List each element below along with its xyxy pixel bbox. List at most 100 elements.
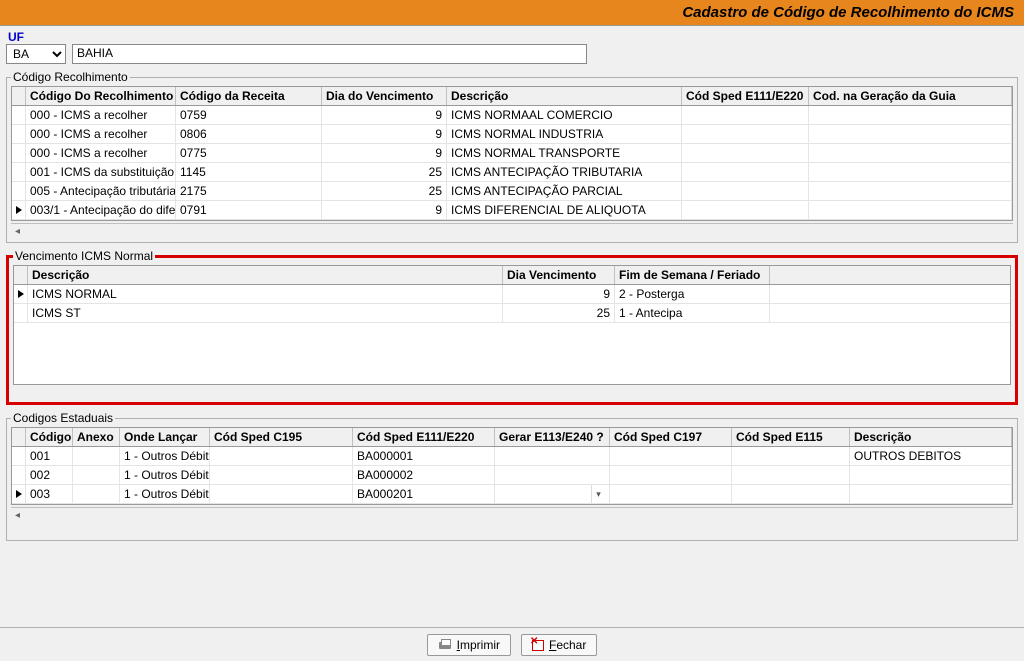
- close-button[interactable]: Fechar: [521, 634, 597, 656]
- cell[interactable]: 003: [26, 485, 73, 503]
- col-header[interactable]: Cód Sped E115: [732, 428, 850, 446]
- col-header[interactable]: Anexo: [73, 428, 120, 446]
- table-row[interactable]: 001 1 - Outros Débit BA000001 OUTROS DEBITO…: [12, 447, 1012, 466]
- cell[interactable]: 25: [322, 182, 447, 200]
- cell[interactable]: 001 - ICMS da substituição trib: [26, 163, 176, 181]
- cell[interactable]: 9: [503, 285, 615, 303]
- col-header[interactable]: Código: [26, 428, 73, 446]
- cell[interactable]: [850, 485, 1012, 503]
- cell[interactable]: [73, 485, 120, 503]
- table-row[interactable]: ICMS ST251 - Antecipa: [14, 304, 1010, 323]
- col-header[interactable]: Descrição: [28, 266, 503, 284]
- uf-select[interactable]: BA: [6, 44, 66, 64]
- cell[interactable]: 000 - ICMS a recolher: [26, 106, 176, 124]
- cell[interactable]: 0806: [176, 125, 322, 143]
- cell[interactable]: [610, 485, 732, 503]
- grid-codigos-estaduais[interactable]: Código Anexo Onde Lançar Cód Sped C195 C…: [11, 427, 1013, 505]
- chevron-down-icon[interactable]: ▾: [591, 485, 605, 503]
- cell[interactable]: [850, 466, 1012, 484]
- cell[interactable]: 2175: [176, 182, 322, 200]
- cell[interactable]: 9: [322, 144, 447, 162]
- col-header[interactable]: Código Do Recolhimento: [26, 87, 176, 105]
- cell[interactable]: OUTROS DEBITOS: [850, 447, 1012, 465]
- cell[interactable]: [73, 447, 120, 465]
- cell[interactable]: [732, 466, 850, 484]
- cell[interactable]: 000 - ICMS a recolher: [26, 125, 176, 143]
- scroll-indicator[interactable]: ◂: [11, 507, 1013, 523]
- table-row[interactable]: 003/1 - Antecipação do difere07919ICMS D…: [12, 201, 1012, 220]
- cell[interactable]: 9: [322, 201, 447, 219]
- cell[interactable]: [682, 125, 809, 143]
- cell[interactable]: 0791: [176, 201, 322, 219]
- cell[interactable]: 1145: [176, 163, 322, 181]
- cell[interactable]: 9: [322, 106, 447, 124]
- col-header[interactable]: Cód Sped C195: [210, 428, 353, 446]
- cell[interactable]: ICMS ANTECIPAÇÃO PARCIAL: [447, 182, 682, 200]
- cell[interactable]: [809, 125, 1012, 143]
- cell[interactable]: 1 - Antecipa: [615, 304, 770, 322]
- col-header[interactable]: Cod. na Geração da Guia: [809, 87, 1012, 105]
- cell-dropdown[interactable]: [495, 466, 610, 484]
- print-button[interactable]: Imprimir: [427, 634, 511, 656]
- cell[interactable]: 001: [26, 447, 73, 465]
- table-row[interactable]: 000 - ICMS a recolher08069ICMS NORMAL IN…: [12, 125, 1012, 144]
- col-header[interactable]: Descrição: [447, 87, 682, 105]
- cell[interactable]: ICMS NORMAAL COMERCIO: [447, 106, 682, 124]
- cell[interactable]: ICMS ANTECIPAÇÃO TRIBUTARIA: [447, 163, 682, 181]
- cell[interactable]: ICMS NORMAL TRANSPORTE: [447, 144, 682, 162]
- col-header[interactable]: Descrição: [850, 428, 1012, 446]
- cell[interactable]: 1 - Outros Débit: [120, 485, 210, 503]
- col-header[interactable]: Cód Sped E111/E220: [353, 428, 495, 446]
- table-row[interactable]: ICMS NORMAL92 - Posterga: [14, 285, 1010, 304]
- grid-codigo-recolhimento[interactable]: Código Do Recolhimento Código da Receita…: [11, 86, 1013, 221]
- table-row[interactable]: 002 1 - Outros Débit BA000002: [12, 466, 1012, 485]
- cell[interactable]: 2 - Posterga: [615, 285, 770, 303]
- col-header[interactable]: Fim de Semana / Feriado: [615, 266, 770, 284]
- cell[interactable]: [809, 106, 1012, 124]
- col-header[interactable]: Cód Sped E111/E220: [682, 87, 809, 105]
- cell[interactable]: [809, 163, 1012, 181]
- cell[interactable]: ICMS NORMAL: [28, 285, 503, 303]
- cell-dropdown[interactable]: [495, 447, 610, 465]
- cell[interactable]: [210, 466, 353, 484]
- cell[interactable]: [610, 447, 732, 465]
- cell[interactable]: BA000002: [353, 466, 495, 484]
- uf-name-field[interactable]: BAHIA: [72, 44, 587, 64]
- grid-vencimento-icms[interactable]: Descrição Dia Vencimento Fim de Semana /…: [13, 265, 1011, 385]
- cell[interactable]: BA000201: [353, 485, 495, 503]
- table-row[interactable]: 000 - ICMS a recolher07599ICMS NORMAAL C…: [12, 106, 1012, 125]
- cell[interactable]: [809, 144, 1012, 162]
- table-row[interactable]: 003 1 - Outros Débit BA000201 ▾: [12, 485, 1012, 504]
- cell[interactable]: 9: [322, 125, 447, 143]
- cell[interactable]: [610, 466, 732, 484]
- cell[interactable]: [809, 201, 1012, 219]
- cell[interactable]: [73, 466, 120, 484]
- cell[interactable]: [682, 182, 809, 200]
- cell[interactable]: [732, 485, 850, 503]
- cell[interactable]: BA000001: [353, 447, 495, 465]
- col-header[interactable]: Onde Lançar: [120, 428, 210, 446]
- cell[interactable]: 000 - ICMS a recolher: [26, 144, 176, 162]
- cell-dropdown[interactable]: ▾: [495, 485, 610, 503]
- table-row[interactable]: 001 - ICMS da substituição trib114525ICM…: [12, 163, 1012, 182]
- cell[interactable]: [682, 106, 809, 124]
- cell[interactable]: [682, 163, 809, 181]
- cell[interactable]: 002: [26, 466, 73, 484]
- col-header[interactable]: Gerar E113/E240 ?: [495, 428, 610, 446]
- cell[interactable]: 0775: [176, 144, 322, 162]
- table-row[interactable]: 005 - Antecipação tributária217525ICMS A…: [12, 182, 1012, 201]
- cell[interactable]: [682, 201, 809, 219]
- table-row[interactable]: 000 - ICMS a recolher07759ICMS NORMAL TR…: [12, 144, 1012, 163]
- col-header[interactable]: Cód Sped C197: [610, 428, 732, 446]
- cell[interactable]: 1 - Outros Débit: [120, 466, 210, 484]
- cell[interactable]: 1 - Outros Débit: [120, 447, 210, 465]
- cell[interactable]: 0759: [176, 106, 322, 124]
- cell[interactable]: [682, 144, 809, 162]
- cell[interactable]: ICMS ST: [28, 304, 503, 322]
- cell[interactable]: 25: [322, 163, 447, 181]
- col-header[interactable]: Dia do Vencimento: [322, 87, 447, 105]
- cell[interactable]: [732, 447, 850, 465]
- cell[interactable]: [809, 182, 1012, 200]
- col-header[interactable]: Código da Receita: [176, 87, 322, 105]
- cell[interactable]: 25: [503, 304, 615, 322]
